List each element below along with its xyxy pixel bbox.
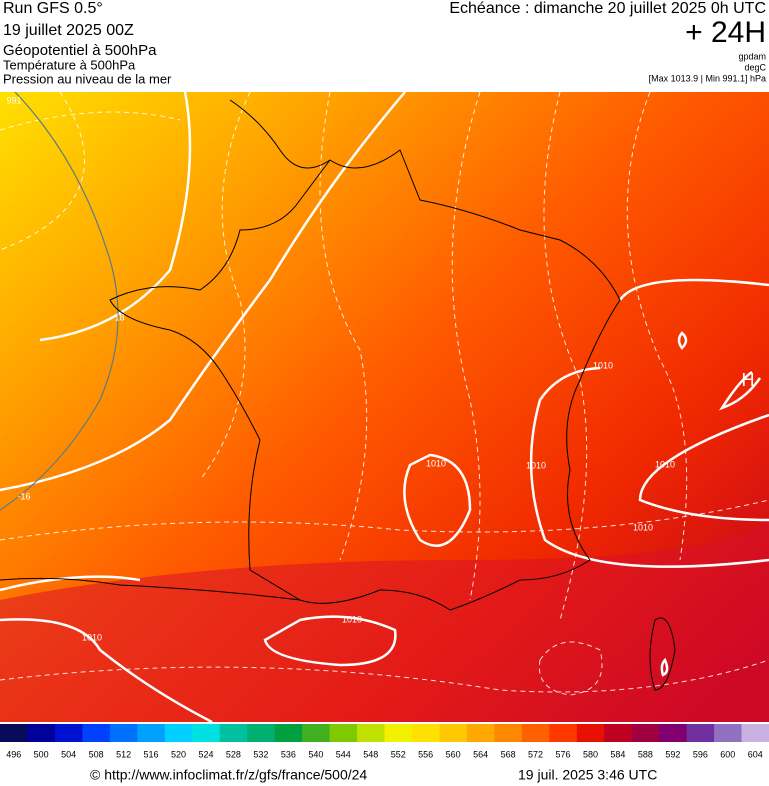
run-label: Run GFS 0.5°	[3, 0, 103, 17]
isotherm	[0, 92, 119, 511]
contour-label: -16	[17, 491, 30, 501]
color-swatch	[82, 724, 111, 742]
color-swatch	[686, 724, 715, 742]
legend-label: 552	[391, 749, 406, 759]
field-geo: Géopotentiel à 500hPa	[3, 42, 157, 59]
contour-label: 1010	[82, 632, 102, 642]
run-date: 19 juillet 2025 00Z	[3, 22, 134, 39]
contour-label: 1010	[633, 522, 653, 532]
legend-label: 568	[501, 749, 516, 759]
issued-time: 19 juil. 2025 3:46 UTC	[518, 767, 657, 783]
footer: © http://www.infoclimat.fr/z/gfs/france/…	[90, 767, 657, 783]
color-swatch	[329, 724, 358, 742]
contour-label: H	[742, 370, 755, 390]
color-swatch	[494, 724, 523, 742]
legend-label: 524	[198, 749, 213, 759]
temperature-lines	[0, 92, 769, 696]
legend-label: 496	[6, 749, 21, 759]
legend-label: 540	[308, 749, 323, 759]
legend-label: 596	[693, 749, 708, 759]
color-swatch	[0, 724, 28, 742]
legend-label: 576	[556, 749, 571, 759]
color-swatch	[54, 724, 83, 742]
warm-zone	[0, 520, 769, 722]
unit-temp: degC	[744, 62, 766, 72]
field-temp: Température à 500hPa	[3, 57, 136, 72]
color-swatch	[714, 724, 743, 742]
contour-label: 1010	[593, 360, 613, 370]
legend-label: 508	[89, 749, 104, 759]
contour-label: 1010	[655, 459, 675, 469]
legend-label: 516	[144, 749, 159, 759]
color-swatch	[549, 724, 578, 742]
contour-label: 991	[6, 95, 21, 105]
echeance: Echéance : dimanche 20 juillet 2025 0h U…	[449, 0, 766, 17]
color-swatch	[576, 724, 605, 742]
color-swatch	[604, 724, 633, 742]
legend-label: 564	[473, 749, 488, 759]
map: 991 -18 -16 1010 1010 1010 1010 1010 1010 1010 H	[0, 92, 769, 722]
color-legend: 496 500 504 508 512 516 520 524 528 532 536 540 544 5…	[0, 724, 769, 759]
legend-label: 548	[363, 749, 378, 759]
legend-label: 584	[610, 749, 625, 759]
color-swatch	[109, 724, 138, 742]
legend-label: 588	[638, 749, 653, 759]
color-swatch	[274, 724, 303, 742]
header: Run GFS 0.5° 19 juillet 2025 00Z Géopote…	[3, 0, 767, 86]
legend-label: 532	[253, 749, 268, 759]
color-swatch	[192, 724, 221, 742]
legend-label: 520	[171, 749, 186, 759]
unit-geo: gpdam	[738, 51, 766, 61]
legend-label: 560	[446, 749, 461, 759]
color-swatch	[27, 724, 56, 742]
legend-label: 504	[61, 749, 76, 759]
color-swatch	[411, 724, 440, 742]
legend-label: 604	[748, 749, 763, 759]
color-swatch	[302, 724, 331, 742]
color-swatch	[137, 724, 166, 742]
legend-label: 556	[418, 749, 433, 759]
field-pressure: Pression au niveau de la mer	[3, 71, 172, 86]
pressure-range: [Max 1013.9 | Min 991.1] hPa	[649, 73, 766, 83]
legend-label: 536	[281, 749, 296, 759]
legend-label: 592	[665, 749, 680, 759]
contour-label: 1010	[426, 458, 446, 468]
color-swatch	[219, 724, 248, 742]
color-swatch	[164, 724, 193, 742]
color-swatch	[384, 724, 413, 742]
color-swatch	[466, 724, 495, 742]
legend-label: 528	[226, 749, 241, 759]
source-url: © http://www.infoclimat.fr/z/gfs/france/…	[90, 767, 367, 783]
color-swatch	[247, 724, 276, 742]
contour-labels: 991 -18 -16 1010 1010 1010 1010 1010 1010 1010 H	[6, 95, 754, 642]
coastlines	[0, 99, 676, 691]
color-swatch	[357, 724, 385, 742]
contour-label: -18	[111, 312, 124, 322]
legend-label: 572	[528, 749, 543, 759]
contour-label: 1010	[526, 460, 546, 470]
color-swatch	[741, 724, 769, 742]
color-swatch	[631, 724, 660, 742]
legend-label: 512	[116, 749, 131, 759]
legend-label: 544	[336, 749, 351, 759]
contour-label: 1010	[342, 614, 362, 624]
legend-label: 580	[583, 749, 598, 759]
color-swatch	[521, 724, 550, 742]
geopotential-lines	[0, 92, 769, 722]
color-swatch	[439, 724, 468, 742]
lead-time: + 24H	[685, 16, 766, 49]
color-swatch	[659, 724, 688, 742]
legend-label: 500	[34, 749, 49, 759]
legend-label: 600	[720, 749, 735, 759]
